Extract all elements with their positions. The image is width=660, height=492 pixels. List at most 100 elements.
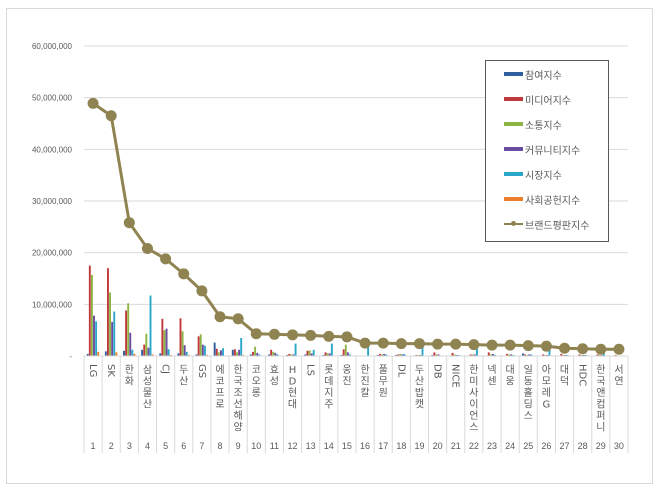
bar [383, 353, 386, 356]
category-label: HDC [577, 364, 588, 386]
bar [242, 354, 245, 356]
bar [222, 348, 224, 356]
bar [415, 354, 418, 356]
legend-label: 시장지수 [525, 170, 562, 182]
bar [256, 352, 259, 356]
legend-swatch [504, 147, 523, 151]
bar [564, 354, 567, 356]
rank-label: 28 [578, 441, 588, 451]
bar [111, 321, 114, 356]
data-point-marker [559, 342, 571, 354]
category-label: GS [196, 364, 207, 378]
bar [381, 354, 383, 356]
bar [342, 349, 345, 356]
bar [510, 354, 513, 356]
bar [542, 354, 545, 356]
data-point-marker [413, 338, 425, 350]
legend-item-market: 시장지수 [504, 167, 562, 182]
legend-item-media: 미디어지수 [504, 92, 571, 107]
y-tick-label: 10,000,000 [32, 300, 73, 309]
data-point-marker [178, 268, 190, 280]
rank-label: 23 [487, 441, 497, 451]
bar [330, 343, 333, 356]
rank-label: 13 [306, 441, 316, 451]
bar [614, 354, 617, 356]
data-point-marker [305, 329, 317, 341]
bar [324, 352, 327, 356]
bar [548, 349, 551, 356]
data-point-marker [486, 339, 498, 351]
bar [376, 354, 379, 356]
bar [521, 353, 524, 356]
rank-label: 25 [523, 441, 533, 451]
bar [328, 353, 331, 356]
legend-item-participation: 참여지수 [504, 67, 562, 82]
bar [419, 354, 422, 356]
bar [159, 353, 162, 356]
rank-label: 4 [145, 441, 150, 451]
data-point-marker [341, 331, 353, 343]
y-tick-label: 50,000,000 [32, 94, 73, 103]
legend-swatch [504, 72, 523, 76]
category-label: SK [105, 364, 116, 377]
data-point-marker [450, 338, 462, 350]
legend-label: 브랜드평판지수 [525, 220, 590, 232]
rank-label: 21 [451, 441, 461, 451]
bar [580, 354, 583, 356]
bar [258, 354, 261, 356]
rank-label: 7 [199, 441, 204, 451]
bar [181, 331, 184, 356]
bar [183, 345, 186, 356]
legend-item-community: 커뮤니티지수 [504, 142, 581, 157]
rank-label: 16 [360, 441, 370, 451]
bar [399, 353, 402, 356]
bar [169, 354, 172, 356]
bar [133, 353, 136, 356]
rank-label: 29 [596, 441, 606, 451]
legend-label: 커뮤니티지수 [525, 145, 581, 157]
bar [457, 354, 460, 356]
bar [508, 354, 510, 356]
bar [151, 354, 154, 356]
category-label: DL [395, 364, 406, 378]
rank-label: 6 [181, 441, 186, 451]
data-point-marker [468, 339, 480, 351]
rank-label: 18 [396, 441, 406, 451]
bar [582, 354, 585, 356]
bar [163, 330, 166, 356]
bar [578, 354, 581, 356]
bar [385, 354, 388, 356]
bar [90, 274, 93, 356]
bar [304, 354, 307, 356]
legend-label: 사회공헌지수 [525, 195, 581, 207]
bar [308, 350, 311, 356]
bar [185, 351, 188, 356]
rank-label: 1 [91, 441, 96, 451]
category-label: LS [305, 364, 316, 376]
y-tick-label: - [69, 352, 72, 361]
bar [505, 353, 508, 356]
bar [86, 353, 89, 356]
bar [600, 354, 603, 356]
data-point-marker [504, 339, 516, 351]
legend-line-marker [504, 221, 523, 226]
y-tick-label: 20,000,000 [32, 249, 73, 258]
bar [562, 354, 565, 356]
bar [344, 344, 347, 356]
bar [306, 350, 309, 356]
bar [145, 333, 148, 356]
bar [236, 352, 238, 356]
y-axis: - 10,000,000 20,000,000 30,000,000 40,000,00… [32, 42, 73, 361]
legend-label: 미디어지수 [525, 95, 571, 107]
bar [203, 345, 206, 356]
bar-series [86, 265, 626, 356]
rank-label: 3 [127, 441, 132, 451]
rank-label: 5 [163, 441, 168, 451]
data-point-marker [287, 329, 299, 341]
rank-label: 22 [469, 441, 479, 451]
